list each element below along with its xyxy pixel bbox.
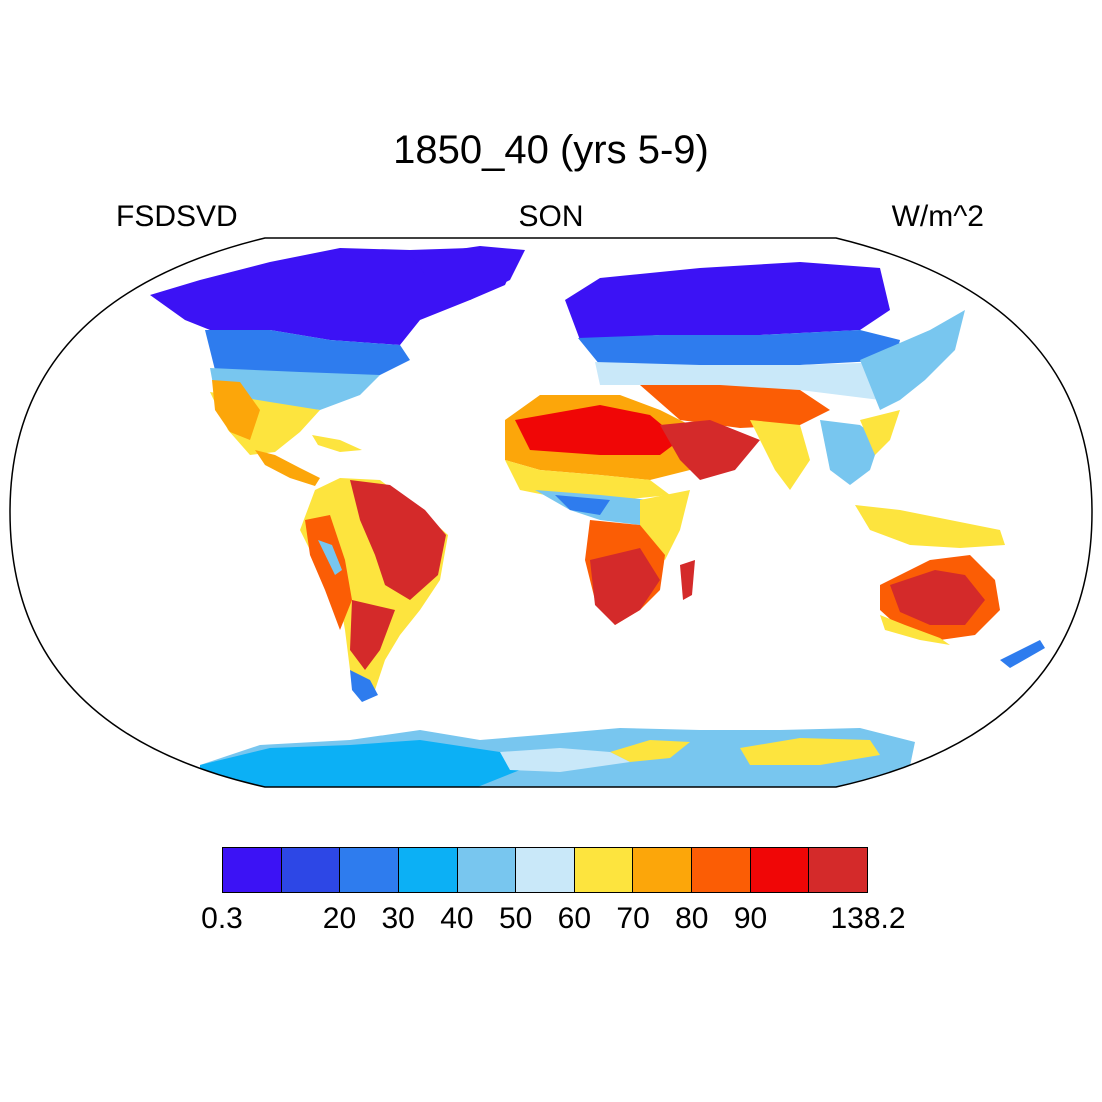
colorbar-tick-label: 60	[557, 902, 592, 935]
se-asia-cool	[820, 420, 880, 485]
oceania-landmass	[855, 505, 1045, 668]
colorbar-tick-label: 0.3	[201, 902, 243, 935]
colorbar-swatch	[398, 848, 458, 892]
colorbar-tick-label: 138.2	[830, 902, 906, 935]
eurasia-cool	[578, 330, 900, 365]
colorbar-swatch	[809, 848, 868, 892]
central-africa-lowest	[555, 495, 610, 515]
eurasia-arctic	[565, 262, 890, 340]
andes-cool	[318, 540, 342, 575]
antarctica-coast	[500, 748, 630, 772]
north-america-landmass	[150, 246, 525, 486]
central-asia-orange	[640, 385, 830, 428]
patagonia-red	[350, 600, 395, 670]
antarctica-west-cool	[200, 740, 520, 787]
colorbar-tick-label: 30	[381, 902, 415, 935]
colorbar-swatch	[516, 848, 575, 892]
caribbean-islands	[312, 435, 362, 452]
map-title: 1850_40 (yrs 5-9)	[393, 128, 709, 172]
india-yellow	[750, 420, 810, 490]
map-boundary	[9, 237, 1093, 788]
indonesia	[855, 505, 1005, 548]
colorbar-tick-label: 40	[440, 902, 474, 935]
units-label: W/m^2	[891, 200, 984, 233]
eurasia-mid	[595, 362, 905, 400]
australia-hot	[890, 570, 985, 625]
colorbar-tick-label: 90	[733, 902, 768, 935]
colorbar-tick-label: 70	[616, 902, 650, 935]
colorbar-swatch	[223, 848, 282, 892]
central-america	[255, 450, 320, 486]
colorbar-swatch	[281, 848, 341, 892]
colorbar-tick-label: 20	[322, 902, 357, 935]
greenland	[412, 246, 525, 300]
colorbar-tick-label: 50	[498, 902, 533, 935]
sahara-hot	[515, 405, 680, 455]
africa-landmass	[505, 395, 760, 625]
colorbar-tick-label: 80	[675, 902, 709, 935]
colorbar-swatch	[340, 848, 399, 892]
antarctica-plateau-1	[610, 740, 690, 762]
australia-coast	[880, 615, 950, 645]
season-label: SON	[518, 200, 584, 233]
colorbar-swatch	[692, 848, 751, 892]
north-america-cool	[205, 330, 410, 375]
eurasia-landmass	[565, 262, 965, 490]
southern-africa-hot	[590, 548, 660, 625]
colorbar	[222, 847, 868, 893]
colorbar-swatch	[750, 848, 810, 892]
colorbar-swatch	[457, 848, 517, 892]
andes-orange	[305, 515, 352, 630]
east-asia-yellow	[860, 410, 900, 455]
colorbar-swatch	[633, 848, 693, 892]
amazon-hot	[350, 480, 446, 600]
antarctica-landmass	[200, 728, 915, 787]
far-east-cool	[860, 310, 965, 410]
south-america-landmass	[300, 478, 448, 702]
new-zealand	[1000, 640, 1045, 668]
colorbar-swatch	[574, 848, 634, 892]
variable-label: FSDSVD	[116, 200, 238, 233]
sahel-yellow	[505, 460, 670, 500]
patagonia-tip	[350, 670, 378, 702]
antarctica-plateau-2	[740, 738, 880, 765]
arabia-hot	[660, 420, 760, 480]
mexico-desert	[212, 380, 260, 440]
madagascar	[680, 560, 695, 600]
